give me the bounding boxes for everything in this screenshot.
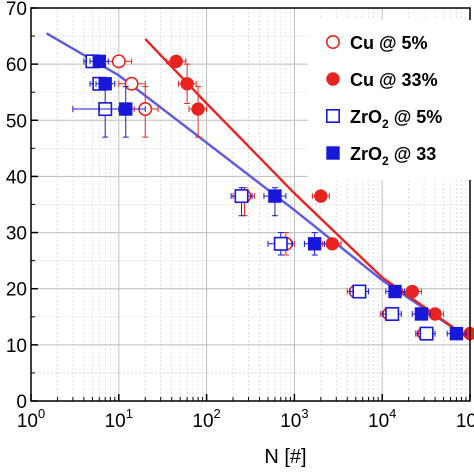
legend-entry-2: Cu @ 33% (326, 70, 438, 90)
y-tick-label: 50 (6, 111, 27, 132)
data-point (191, 102, 205, 116)
series-2 (166, 54, 474, 341)
legend-marker (325, 109, 340, 124)
data-point (428, 307, 442, 321)
legend-marker (326, 72, 340, 86)
legend-label: ZrO2 @ 33 (350, 144, 436, 168)
axis-ticks: 100 101 102 103 104 105 0 10 20 30 40 50 60 70 (6, 0, 474, 432)
y-tick-label: 40 (6, 167, 27, 188)
data-point (180, 77, 194, 91)
x-tick-label: 105 (456, 406, 474, 432)
data-point (352, 284, 367, 299)
data-point (314, 189, 328, 203)
data-point (268, 189, 282, 203)
y-tick-label: 20 (6, 280, 27, 301)
data-point (449, 326, 464, 341)
x-axis-title: N [#] (264, 446, 306, 468)
data-point (414, 307, 429, 321)
legend-entry-1: Cu @ 5% (325, 33, 428, 53)
legend-entry-4: ZrO2 @ 33 (326, 144, 436, 168)
data-point (388, 284, 402, 299)
legend-entry-3: ZrO2 @ 5% (325, 107, 442, 131)
series-3 (72, 54, 436, 341)
data-point (234, 189, 249, 204)
data-point (111, 54, 126, 69)
legend-marker (326, 146, 340, 160)
y-tick-label: 0 (16, 392, 27, 413)
y-tick-label: 30 (6, 224, 27, 245)
data-point (325, 237, 339, 251)
data-point (169, 54, 183, 69)
data-point (124, 76, 139, 91)
legend-label: Cu @ 33% (350, 70, 438, 90)
legend-label: Cu @ 5% (350, 33, 428, 53)
data-points (72, 54, 474, 341)
x-tick-label: 100 (17, 406, 45, 432)
data-point (98, 77, 112, 91)
x-tick-label: 104 (368, 406, 396, 432)
legend-marker (325, 34, 340, 49)
y-tick-label: 60 (6, 55, 27, 76)
series-4 (89, 54, 467, 341)
data-point (273, 236, 288, 251)
y-tick-label: 70 (6, 0, 27, 20)
data-point (419, 326, 434, 341)
data-point (385, 306, 400, 321)
legend-label: ZrO2 @ 5% (350, 107, 442, 131)
y-tick-label: 10 (6, 336, 27, 357)
x-tick-label: 101 (105, 406, 133, 432)
data-point (307, 237, 322, 251)
x-tick-label: 102 (192, 406, 220, 432)
data-point (92, 54, 107, 69)
legend: Cu @ 5% Cu @ 33% ZrO2 @ 5% ZrO2 @ 33 (308, 20, 474, 180)
data-point (405, 284, 419, 299)
x-tick-label: 103 (280, 406, 308, 432)
data-point (119, 102, 133, 116)
